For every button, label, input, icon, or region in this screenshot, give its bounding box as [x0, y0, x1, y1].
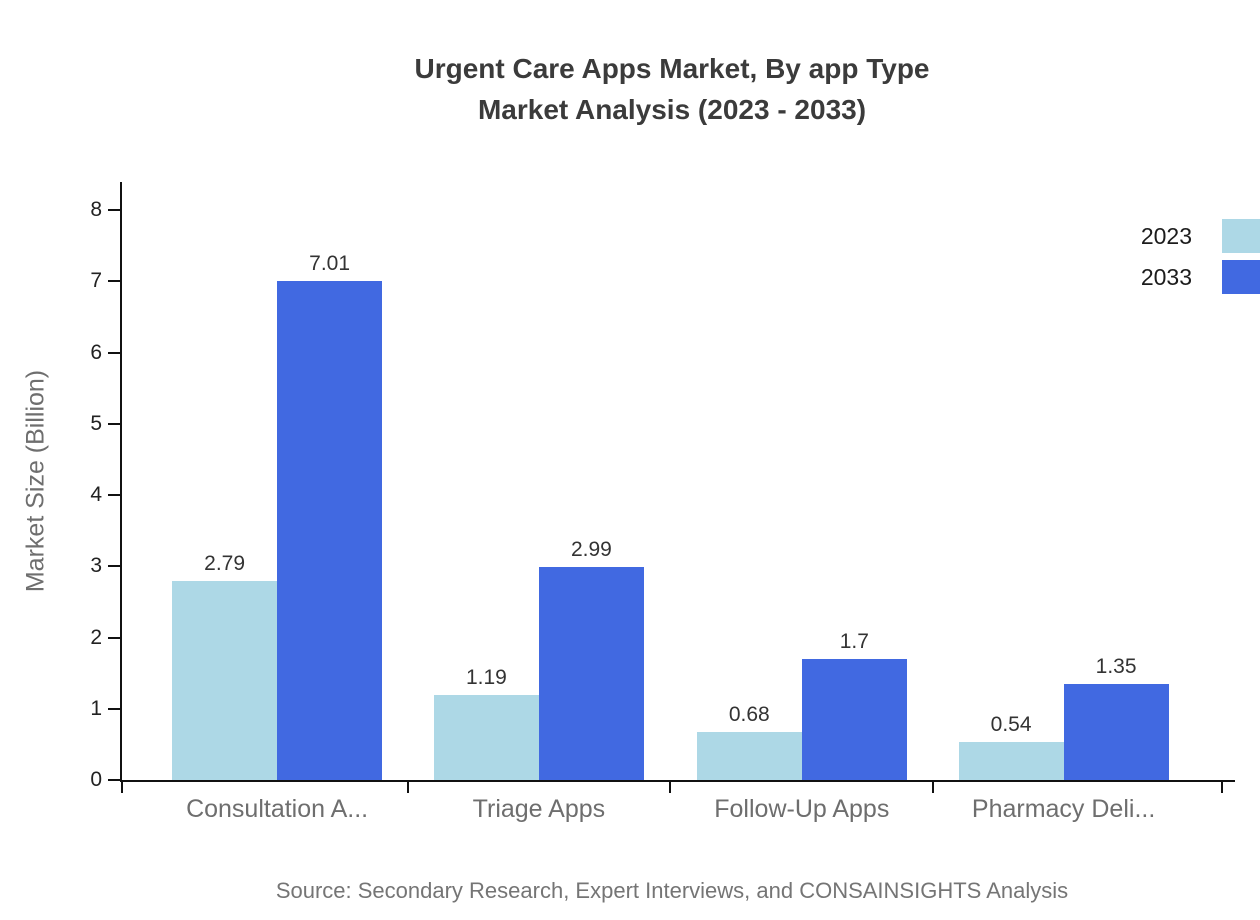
bar-rect-2033 — [801, 659, 907, 780]
bar-value-label: 2.99 — [570, 538, 612, 561]
y-axis-line — [120, 182, 122, 780]
x-tick — [407, 780, 409, 793]
y-tick-label: 1 — [90, 696, 102, 720]
bar-group: 0.54 1.35 — [958, 655, 1169, 780]
legend-item-2033[interactable]: 2033 — [1141, 260, 1260, 294]
y-tick — [108, 779, 120, 781]
y-tick-label: 7 — [90, 269, 102, 293]
legend-label: 2023 — [1140, 222, 1192, 249]
bar-column-2033: 1.7 — [801, 630, 907, 780]
bar-rect-2023 — [172, 581, 278, 780]
bar-column-2023: 0.54 — [958, 713, 1064, 780]
x-tick — [931, 780, 934, 793]
y-tick-label: 2 — [90, 625, 102, 649]
bar-rect-2023 — [958, 742, 1064, 780]
y-tick-label: 8 — [90, 198, 102, 221]
bar-column-2033: 2.99 — [538, 538, 644, 780]
category-label: Follow-Up Apps — [714, 795, 890, 823]
bar-rect-2033 — [538, 567, 644, 780]
y-tick-label: 6 — [90, 340, 102, 364]
bar-rect-2023 — [696, 732, 802, 780]
category-label: Consultation A... — [186, 795, 369, 823]
bar-column-2033: 7.01 — [277, 252, 383, 780]
x-tick — [1221, 780, 1223, 793]
legend: 2023 2033 — [1141, 219, 1260, 301]
bar-value-label: 1.35 — [1095, 655, 1137, 678]
legend-label: 2033 — [1140, 263, 1192, 290]
y-tick-label: 3 — [90, 554, 102, 578]
y-tick-label: 4 — [90, 483, 102, 506]
bar-column-2023: 1.19 — [433, 666, 539, 780]
legend-swatch — [1222, 260, 1260, 294]
bar-rect-2033 — [277, 281, 383, 780]
x-axis-line — [120, 780, 1235, 782]
chart-subtitle: Market Analysis (2023 - 2033) — [477, 94, 867, 125]
y-tick — [108, 636, 120, 639]
y-tick — [108, 565, 120, 568]
y-tick — [108, 351, 120, 354]
y-tick — [108, 280, 120, 283]
bar-value-label: 2.79 — [204, 552, 246, 575]
bar-value-label: 0.68 — [728, 703, 770, 726]
y-tick-label: 0 — [90, 768, 102, 791]
plot-area: 0 1 2 3 4 5 6 7 8 2.79 7.01 1.19 2.99 0.68 1.7 0.54 1.3… — [90, 182, 1235, 823]
bar-group: 1.19 2.99 — [433, 538, 644, 780]
category-label: Pharmacy Deli... — [971, 795, 1156, 823]
x-tick — [669, 780, 672, 793]
y-axis-title: Market Size (Billion) — [21, 369, 50, 593]
bar-value-label: 1.19 — [465, 666, 507, 689]
bar-rect-2033 — [1063, 684, 1169, 780]
chart-title-block: Urgent Care Apps Market, By app Type Mar… — [122, 48, 1222, 130]
bar-value-label: 1.7 — [839, 630, 869, 653]
legend-swatch — [1222, 219, 1260, 253]
bar-column-2033: 1.35 — [1063, 655, 1169, 780]
bar-group: 0.68 1.7 — [696, 630, 907, 780]
y-tick — [108, 494, 120, 496]
y-tick — [108, 707, 120, 710]
bar-column-2023: 0.68 — [696, 703, 802, 780]
bar-value-label: 7.01 — [309, 252, 351, 275]
y-tick-label: 5 — [90, 411, 102, 435]
category-label: Triage Apps — [472, 795, 606, 823]
bar-column-2023: 2.79 — [172, 552, 278, 780]
source-note: Source: Secondary Research, Expert Inter… — [275, 878, 1069, 903]
y-tick — [108, 422, 120, 425]
x-tick — [121, 780, 123, 793]
chart-title: Urgent Care Apps Market, By app Type — [414, 53, 930, 84]
bar-rect-2023 — [433, 695, 539, 780]
bar-value-label: 0.54 — [990, 713, 1032, 736]
y-tick — [108, 209, 120, 211]
bar-group: 2.79 7.01 — [172, 252, 383, 780]
legend-item-2023[interactable]: 2023 — [1141, 219, 1260, 253]
